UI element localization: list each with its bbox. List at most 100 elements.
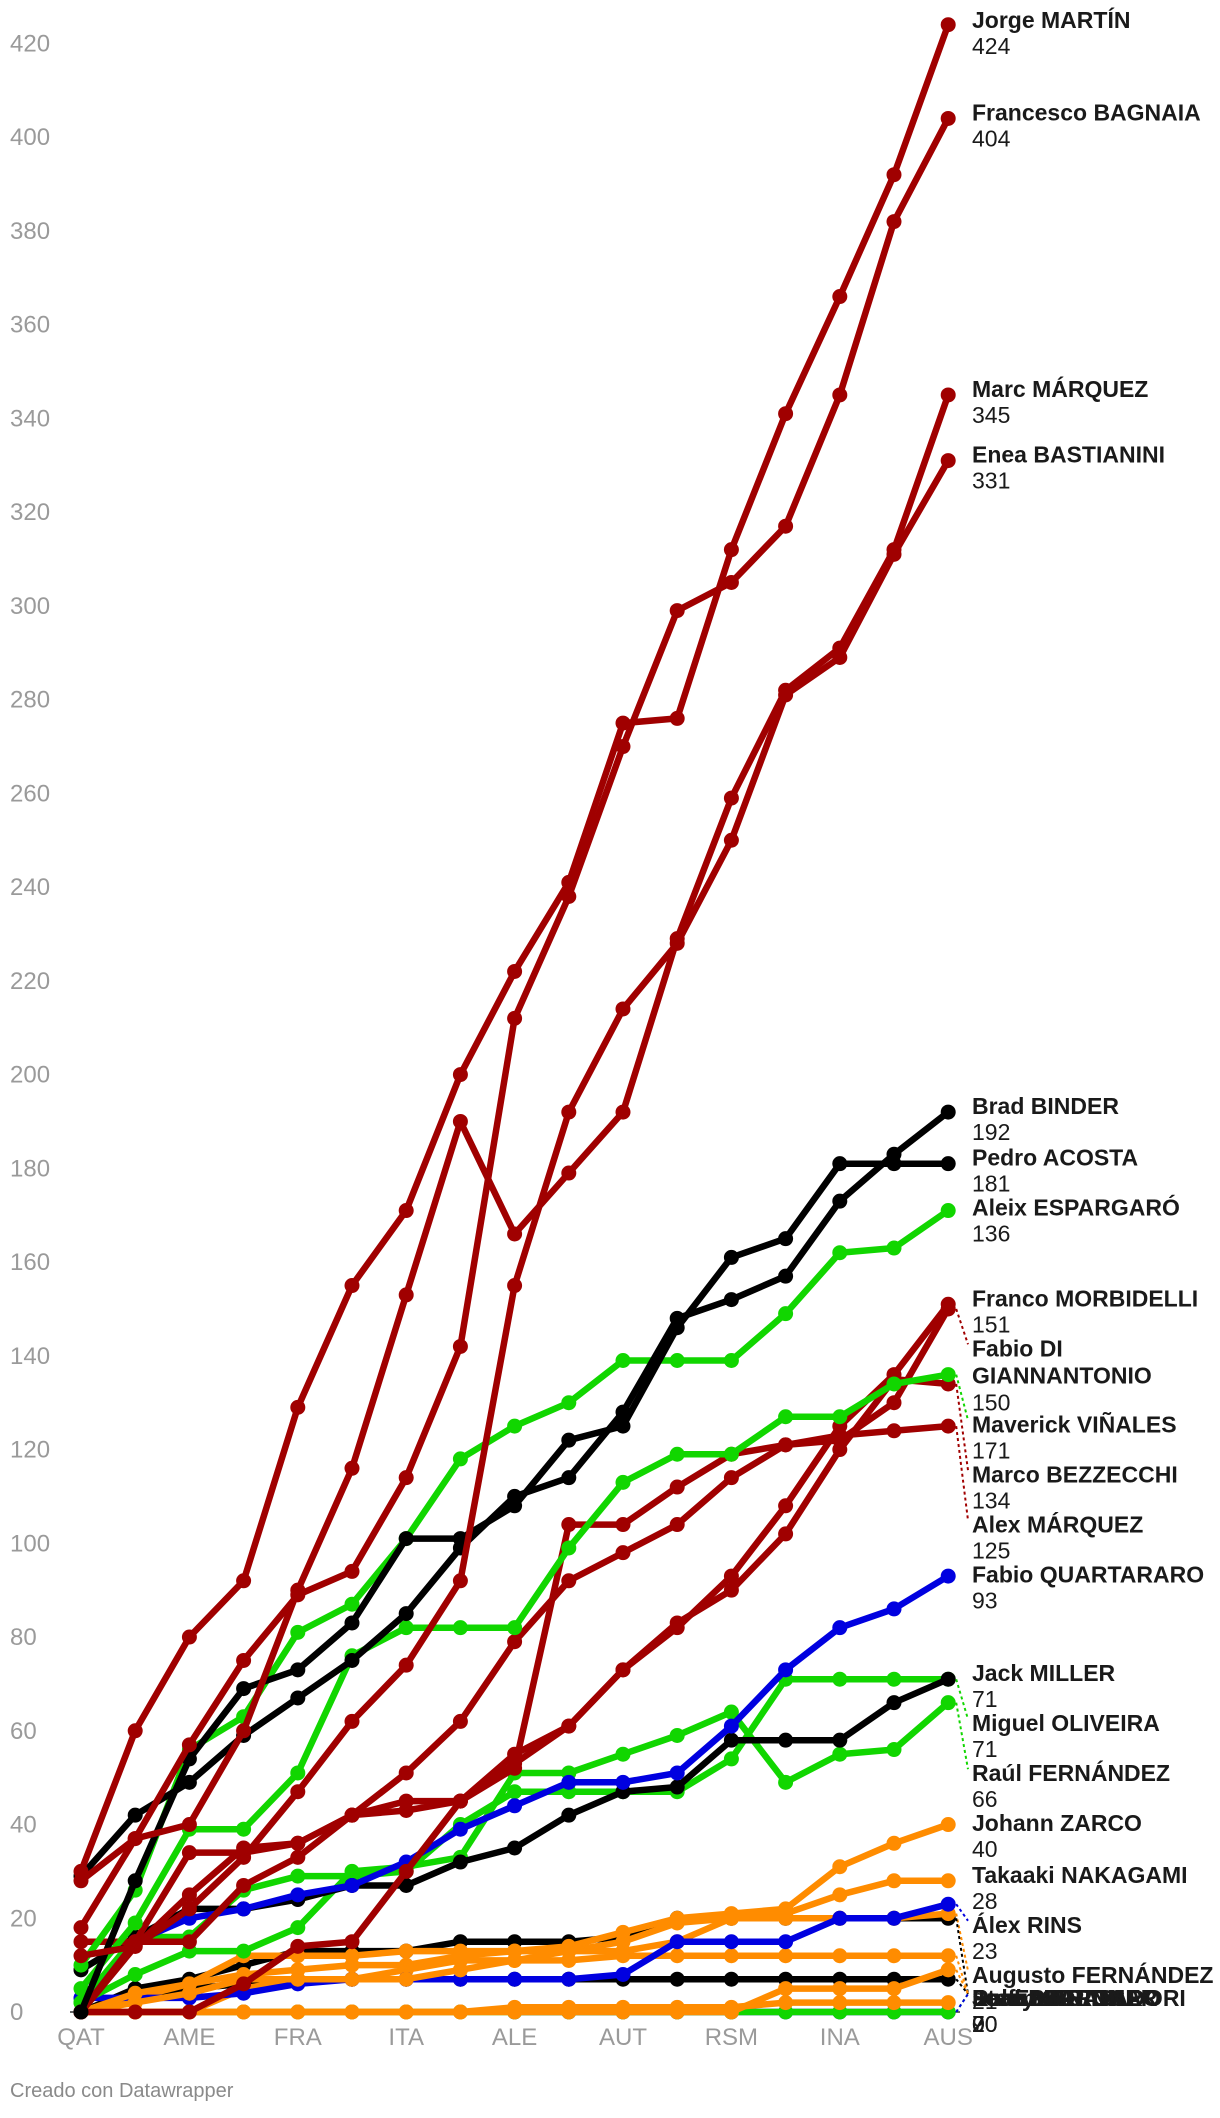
x-tick-label: FRA (274, 2024, 322, 2051)
y-tick-label: 0 (10, 1999, 23, 2026)
data-point (561, 2004, 577, 2020)
data-point (669, 1446, 685, 1462)
series-name-label: Augusto FERNÁNDEZ (972, 1961, 1213, 1988)
data-point (290, 1784, 306, 1800)
data-point (561, 874, 577, 890)
data-point (940, 1104, 956, 1120)
data-point (669, 2004, 685, 2020)
series-name-label: Marco BEZZECCHI (972, 1461, 1178, 1487)
data-point (290, 1765, 306, 1781)
data-point (669, 603, 685, 619)
data-point (290, 1399, 306, 1415)
data-point (290, 1690, 306, 1706)
data-point (886, 1835, 902, 1851)
data-point (940, 1568, 956, 1584)
data-point (398, 1877, 414, 1893)
data-point (778, 1498, 794, 1514)
data-point (669, 710, 685, 726)
data-point (669, 1479, 685, 1495)
data-point (507, 1278, 523, 1294)
data-point (181, 1817, 197, 1833)
data-point (398, 1957, 414, 1973)
data-point (236, 1723, 252, 1739)
data-point (832, 1948, 848, 1964)
data-point (615, 1746, 631, 1762)
data-point (940, 1817, 956, 1833)
series-name-label: Miguel OLIVEIRA (972, 1710, 1160, 1736)
data-point (669, 1517, 685, 1533)
data-point (886, 167, 902, 183)
series-group (73, 17, 956, 2020)
series-value-label: 71 (972, 1736, 998, 1762)
data-point (236, 2004, 252, 2020)
x-tick-label: AME (163, 2024, 215, 2051)
data-point (723, 1934, 739, 1950)
data-point (940, 110, 956, 126)
label-leader (955, 1993, 969, 2013)
data-point (181, 1934, 197, 1950)
data-point (452, 1113, 468, 1129)
data-point (344, 1934, 360, 1950)
data-point (940, 453, 956, 469)
data-point (940, 1671, 956, 1687)
series-name-label: Aleix ESPARGARÓ (972, 1194, 1180, 1221)
series-name-label: Stefan BRADL (972, 1985, 1129, 2011)
data-point (398, 1943, 414, 1959)
series-name-label: Remy GARDNER (972, 1985, 1158, 2011)
y-tick-label: 380 (10, 218, 50, 245)
data-point (561, 1104, 577, 1120)
data-point (723, 1732, 739, 1748)
data-point (615, 1104, 631, 1120)
data-point (723, 2004, 739, 2020)
data-point (886, 1671, 902, 1687)
series-value-label: 345 (972, 402, 1010, 428)
label-leader (955, 1308, 969, 1345)
data-point (669, 1620, 685, 1636)
data-point (236, 1943, 252, 1959)
series-value-label: 331 (972, 468, 1010, 494)
label-leader (955, 1969, 969, 1995)
data-point (886, 1423, 902, 1439)
data-point (290, 1962, 306, 1978)
data-point (73, 1934, 89, 1950)
series-value-label: 424 (972, 33, 1011, 59)
series-name-label: Marc MÁRQUEZ (972, 375, 1148, 402)
data-point (181, 2004, 197, 2020)
data-point (940, 1203, 956, 1219)
data-point (778, 1268, 794, 1284)
label-leader (955, 1903, 969, 1922)
data-point (236, 1901, 252, 1917)
y-tick-label: 40 (10, 1812, 37, 1839)
data-point (561, 1573, 577, 1589)
data-point (615, 1967, 631, 1983)
data-point (832, 1193, 848, 1209)
data-point (561, 1971, 577, 1987)
data-point (398, 1287, 414, 1303)
data-point (886, 1873, 902, 1889)
data-point (561, 1540, 577, 1556)
series-value-label: 181 (972, 1171, 1010, 1197)
data-point (236, 1849, 252, 1865)
label-leader (955, 1383, 969, 1471)
data-point (452, 1962, 468, 1978)
data-point (452, 1067, 468, 1083)
data-point (398, 1531, 414, 1547)
data-point (778, 1934, 794, 1950)
series-name-label: Álex RINS (972, 1911, 1082, 1938)
data-point (561, 1517, 577, 1533)
y-tick-label: 160 (10, 1249, 50, 1276)
data-point (940, 1418, 956, 1434)
data-point (832, 387, 848, 403)
data-point (344, 1713, 360, 1729)
data-point (507, 1756, 523, 1772)
data-point (127, 1831, 143, 1847)
data-point (723, 1751, 739, 1767)
data-point (398, 1863, 414, 1879)
